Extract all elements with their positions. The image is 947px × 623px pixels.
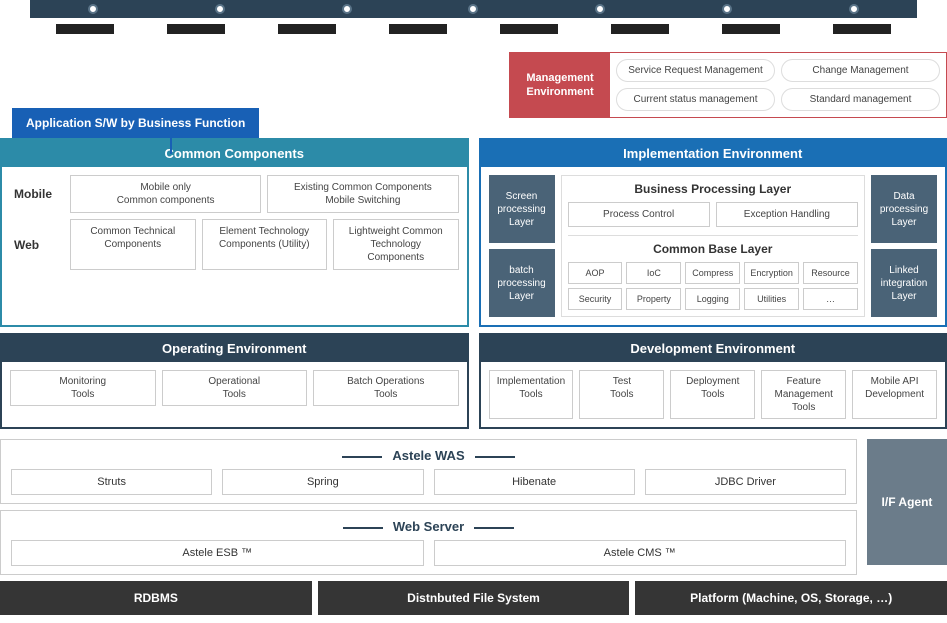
impl-cell: Encryption — [744, 262, 799, 284]
stack-item: Astele ESB ™ — [11, 540, 424, 566]
env-item: Mobile APIDevelopment — [852, 370, 937, 419]
stack-item: Astele CMS ™ — [434, 540, 847, 566]
timeline-dot — [468, 4, 478, 14]
env-item: OperationalTools — [162, 370, 308, 406]
timeline-label — [167, 24, 225, 34]
timeline-bar — [30, 0, 917, 18]
cc-row: WebCommon TechnicalComponentsElement Tec… — [10, 219, 459, 270]
impl-cell: Compress — [685, 262, 740, 284]
mgmt-env-label: Management Environment — [510, 53, 610, 117]
common-components-header: Common Components — [2, 140, 467, 167]
impl-cell: AOP — [568, 262, 623, 284]
timeline-dot — [215, 4, 225, 14]
bottom-item: Platform (Machine, OS, Storage, …) — [635, 581, 947, 615]
mgmt-item: Standard management — [781, 88, 940, 111]
timeline-dots — [30, 4, 917, 14]
env-item: DeploymentTools — [670, 370, 755, 419]
stack-item: Spring — [222, 469, 423, 495]
mgmt-item: Service Request Management — [616, 59, 775, 82]
app-sw-badge: Application S/W by Business Function — [12, 108, 259, 138]
web-server-section: Web Server Astele ESB ™ Astele CMS ™ — [0, 510, 857, 575]
operating-env-body: MonitoringToolsOperationalToolsBatch Ope… — [2, 362, 467, 414]
business-layer-items: Process ControlException Handling — [568, 202, 859, 227]
implementation-panel: Implementation Environment Screen proces… — [479, 138, 947, 327]
impl-cell: Resource — [803, 262, 858, 284]
cc-item-wide: Lightweight Common Technology Components — [333, 219, 459, 270]
impl-box: Exception Handling — [716, 202, 858, 227]
cc-row: MobileMobile onlyCommon componentsExisti… — [10, 175, 459, 213]
astele-was-title: Astele WAS — [11, 448, 846, 463]
management-environment: Management Environment Service Request M… — [509, 52, 947, 118]
impl-side-box: Data processing Layer — [871, 175, 937, 243]
impl-cell: IoC — [626, 262, 681, 284]
impl-cell: … — [803, 288, 858, 310]
astele-was-section: Astele WAS Struts Spring Hibenate JDBC Driv… — [0, 439, 857, 504]
common-components-body: MobileMobile onlyCommon componentsExisti… — [2, 167, 467, 284]
bottom-item: Distnbuted File System — [318, 581, 630, 615]
env-item: ImplementationTools — [489, 370, 574, 419]
common-components-panel: Common Components MobileMobile onlyCommo… — [0, 138, 469, 327]
timeline-label — [278, 24, 336, 34]
cc-item: Mobile onlyCommon components — [70, 175, 261, 213]
bottom-item: RDBMS — [0, 581, 312, 615]
web-server-title: Web Server — [11, 519, 846, 534]
impl-cell: Utilities — [744, 288, 799, 310]
env-item: Feature ManagementTools — [761, 370, 846, 419]
timeline-dot — [595, 4, 605, 14]
if-agent: I/F Agent — [867, 439, 947, 565]
cc-item: Element TechnologyComponents (Utility) — [202, 219, 328, 270]
impl-center: Business Processing Layer Process Contro… — [561, 175, 866, 317]
implementation-body: Screen processing Layerbatch processing … — [481, 167, 946, 325]
mgmt-item: Change Management — [781, 59, 940, 82]
timeline-dot — [88, 4, 98, 14]
impl-cell: Logging — [685, 288, 740, 310]
timeline-labels — [30, 24, 917, 34]
impl-cell: Security — [568, 288, 623, 310]
development-env-panel: Development Environment ImplementationTo… — [479, 333, 947, 429]
mgmt-item: Current status management — [616, 88, 775, 111]
cc-item: Existing Common ComponentsMobile Switchi… — [267, 175, 458, 213]
cc-items: Mobile onlyCommon componentsExisting Com… — [70, 175, 459, 213]
impl-left-side: Screen processing Layerbatch processing … — [489, 175, 555, 317]
cc-row-label: Mobile — [10, 187, 70, 201]
timeline-dot — [342, 4, 352, 14]
timeline-label — [500, 24, 558, 34]
timeline-dot — [849, 4, 859, 14]
stack-item: Struts — [11, 469, 212, 495]
cc-items: Common TechnicalComponentsElement Techno… — [70, 219, 459, 270]
stack-item: JDBC Driver — [645, 469, 846, 495]
timeline-label — [611, 24, 669, 34]
stack-item: Hibenate — [434, 469, 635, 495]
timeline-label — [722, 24, 780, 34]
operating-env-header: Operating Environment — [2, 335, 467, 362]
timeline-label — [56, 24, 114, 34]
business-layer-title: Business Processing Layer — [568, 182, 859, 196]
impl-cell: Property — [626, 288, 681, 310]
timeline-label — [389, 24, 447, 34]
impl-divider — [568, 235, 859, 236]
development-env-body: ImplementationToolsTestToolsDeploymentTo… — [481, 362, 946, 427]
timeline-dot — [722, 4, 732, 14]
mgmt-env-items: Service Request Management Change Managem… — [610, 53, 946, 117]
web-server-row: Astele ESB ™ Astele CMS ™ — [11, 540, 846, 566]
implementation-header: Implementation Environment — [481, 140, 946, 167]
cc-item: Common TechnicalComponents — [70, 219, 196, 270]
impl-right-side: Data processing LayerLinked integration … — [871, 175, 937, 317]
cc-row-label: Web — [10, 238, 70, 252]
impl-box: Process Control — [568, 202, 710, 227]
env-item: Batch OperationsTools — [313, 370, 459, 406]
common-base-title: Common Base Layer — [568, 242, 859, 256]
env-item: MonitoringTools — [10, 370, 156, 406]
common-base-grid: AOPIoCCompressEncryptionResource Security… — [568, 262, 859, 310]
impl-side-box: batch processing Layer — [489, 249, 555, 317]
impl-side-box: Linked integration Layer — [871, 249, 937, 317]
timeline-label — [833, 24, 891, 34]
astele-was-row: Struts Spring Hibenate JDBC Driver — [11, 469, 846, 495]
bottom-bar: RDBMSDistnbuted File SystemPlatform (Mac… — [0, 581, 947, 615]
operating-env-panel: Operating Environment MonitoringToolsOpe… — [0, 333, 469, 429]
env-item: TestTools — [579, 370, 664, 419]
development-env-header: Development Environment — [481, 335, 946, 362]
impl-side-box: Screen processing Layer — [489, 175, 555, 243]
